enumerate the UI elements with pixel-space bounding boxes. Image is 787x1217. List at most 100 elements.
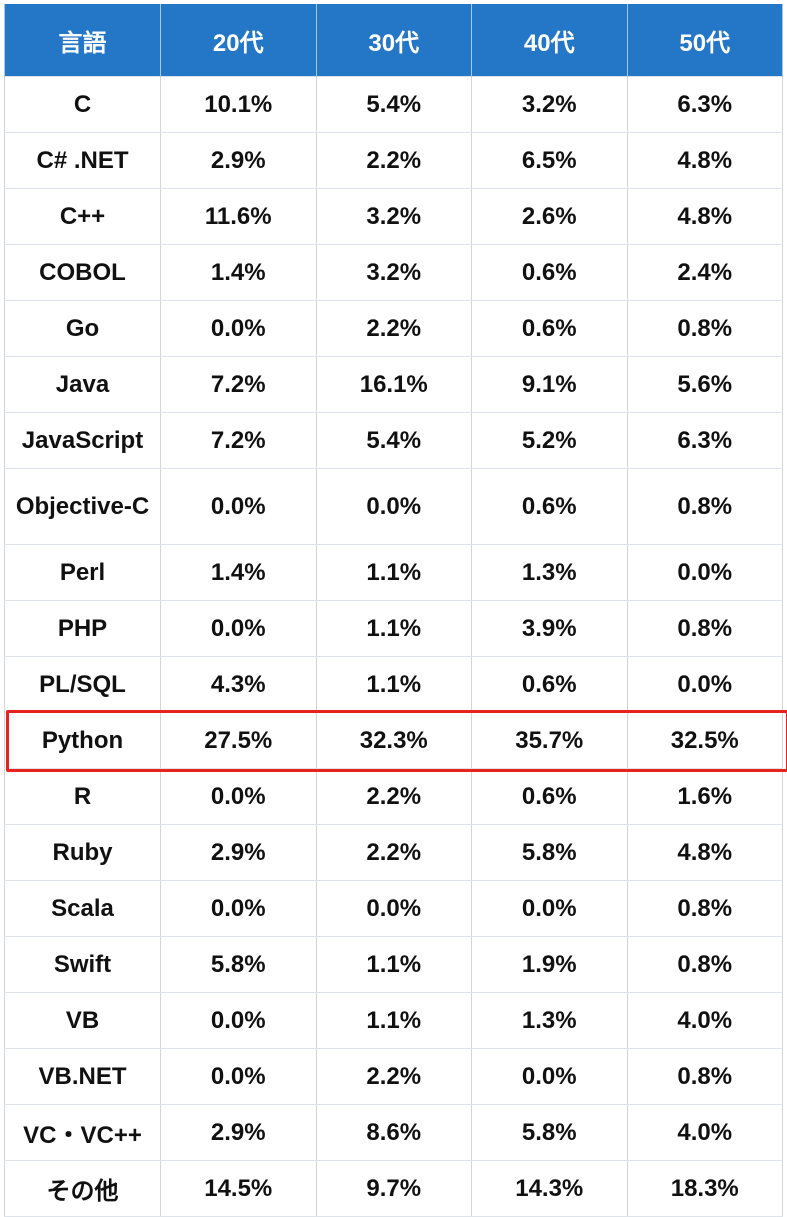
language-cell: VC・VC++: [4, 1104, 161, 1161]
value-cell: 0.6%: [471, 300, 628, 357]
value-cell: 2.2%: [315, 824, 472, 881]
value-cell: 0.0%: [471, 880, 628, 937]
value-cell: 0.6%: [471, 244, 628, 301]
value-cell: 6.3%: [626, 76, 783, 133]
language-cell: C: [4, 76, 161, 133]
value-cell: 6.5%: [471, 132, 628, 189]
language-cell: COBOL: [4, 244, 161, 301]
value-cell: 7.2%: [160, 412, 317, 469]
table-row-ruby: Ruby 2.9% 2.2% 5.8% 4.8%: [4, 824, 783, 881]
language-cell: Swift: [4, 936, 161, 993]
value-cell: 9.7%: [315, 1160, 472, 1217]
value-cell: 1.4%: [160, 244, 317, 301]
value-cell: 14.5%: [160, 1160, 317, 1217]
value-cell: 1.1%: [315, 936, 472, 993]
value-cell: 5.8%: [471, 1104, 628, 1161]
table-row-c: C 10.1% 5.4% 3.2% 6.3%: [4, 76, 783, 133]
table-row-vb-net: VB.NET 0.0% 2.2% 0.0% 0.8%: [4, 1048, 783, 1105]
value-cell: 1.1%: [315, 600, 472, 657]
value-cell: 0.0%: [471, 1048, 628, 1105]
value-cell: 4.8%: [626, 188, 783, 245]
value-cell: 4.0%: [626, 1104, 783, 1161]
language-cell: Objective-C: [4, 468, 161, 545]
value-cell: 3.2%: [315, 188, 472, 245]
value-cell: 0.8%: [626, 600, 783, 657]
value-cell: 0.8%: [626, 1048, 783, 1105]
language-cell: Java: [4, 356, 161, 413]
value-cell: 2.9%: [160, 824, 317, 881]
value-cell: 0.0%: [160, 300, 317, 357]
value-cell: 5.8%: [471, 824, 628, 881]
value-cell: 4.0%: [626, 992, 783, 1049]
value-cell: 11.6%: [160, 188, 317, 245]
value-cell: 3.2%: [471, 76, 628, 133]
column-header-30s: 30代: [315, 4, 472, 77]
table-row-c: C++ 11.6% 3.2% 2.6% 4.8%: [4, 188, 783, 245]
value-cell: 9.1%: [471, 356, 628, 413]
language-cell: Ruby: [4, 824, 161, 881]
value-cell: 0.8%: [626, 300, 783, 357]
language-usage-table: 言語 20代 30代 40代 50代 C 10.1% 5.4% 3.2% 6.3% C# …: [4, 4, 783, 1217]
language-cell: R: [4, 768, 161, 825]
table-row-swift: Swift 5.8% 1.1% 1.9% 0.8%: [4, 936, 783, 993]
value-cell: 1.1%: [315, 992, 472, 1049]
value-cell: 0.0%: [160, 600, 317, 657]
value-cell: 35.7%: [471, 712, 628, 769]
value-cell: 6.3%: [626, 412, 783, 469]
value-cell: 5.8%: [160, 936, 317, 993]
value-cell: 2.6%: [471, 188, 628, 245]
table-row-python: Python 27.5% 32.3% 35.7% 32.5%: [4, 712, 783, 769]
value-cell: 5.4%: [315, 412, 472, 469]
table-row-other: その他 14.5% 9.7% 14.3% 18.3%: [4, 1160, 783, 1217]
column-header-40s: 40代: [471, 4, 628, 77]
value-cell: 0.0%: [626, 656, 783, 713]
value-cell: 1.3%: [471, 992, 628, 1049]
column-header-language: 言語: [4, 4, 161, 77]
value-cell: 5.2%: [471, 412, 628, 469]
value-cell: 0.0%: [160, 1048, 317, 1105]
value-cell: 5.4%: [315, 76, 472, 133]
value-cell: 4.8%: [626, 824, 783, 881]
table-row-vc-vc: VC・VC++ 2.9% 8.6% 5.8% 4.0%: [4, 1104, 783, 1161]
value-cell: 2.9%: [160, 1104, 317, 1161]
value-cell: 1.3%: [471, 544, 628, 601]
table-row-php: PHP 0.0% 1.1% 3.9% 0.8%: [4, 600, 783, 657]
value-cell: 0.0%: [160, 768, 317, 825]
column-header-20s: 20代: [160, 4, 317, 77]
language-cell: Go: [4, 300, 161, 357]
value-cell: 1.1%: [315, 656, 472, 713]
value-cell: 0.0%: [626, 544, 783, 601]
value-cell: 1.6%: [626, 768, 783, 825]
value-cell: 0.8%: [626, 936, 783, 993]
value-cell: 0.8%: [626, 880, 783, 937]
table-row-vb: VB 0.0% 1.1% 1.3% 4.0%: [4, 992, 783, 1049]
table-row-java: Java 7.2% 16.1% 9.1% 5.6%: [4, 356, 783, 413]
column-header-50s: 50代: [626, 4, 783, 77]
value-cell: 32.3%: [315, 712, 472, 769]
language-cell: その他: [4, 1160, 161, 1217]
table-body: C 10.1% 5.4% 3.2% 6.3% C# .NET 2.9% 2.2% 6.5% 4.8…: [4, 76, 783, 1217]
language-cell: JavaScript: [4, 412, 161, 469]
language-cell: VB: [4, 992, 161, 1049]
table-row-r: R 0.0% 2.2% 0.6% 1.6%: [4, 768, 783, 825]
table-header-row: 言語 20代 30代 40代 50代: [4, 4, 783, 77]
language-cell: C++: [4, 188, 161, 245]
table-row-cobol: COBOL 1.4% 3.2% 0.6% 2.4%: [4, 244, 783, 301]
table-row-scala: Scala 0.0% 0.0% 0.0% 0.8%: [4, 880, 783, 937]
value-cell: 7.2%: [160, 356, 317, 413]
value-cell: 18.3%: [626, 1160, 783, 1217]
value-cell: 5.6%: [626, 356, 783, 413]
value-cell: 8.6%: [315, 1104, 472, 1161]
value-cell: 0.0%: [315, 880, 472, 937]
value-cell: 0.8%: [626, 468, 783, 545]
table-row-pl-sql: PL/SQL 4.3% 1.1% 0.6% 0.0%: [4, 656, 783, 713]
value-cell: 14.3%: [471, 1160, 628, 1217]
value-cell: 27.5%: [160, 712, 317, 769]
table-row-perl: Perl 1.4% 1.1% 1.3% 0.0%: [4, 544, 783, 601]
value-cell: 2.9%: [160, 132, 317, 189]
table-row-javascript: JavaScript 7.2% 5.4% 5.2% 6.3%: [4, 412, 783, 469]
value-cell: 0.0%: [160, 992, 317, 1049]
value-cell: 2.2%: [315, 300, 472, 357]
value-cell: 1.4%: [160, 544, 317, 601]
value-cell: 4.8%: [626, 132, 783, 189]
